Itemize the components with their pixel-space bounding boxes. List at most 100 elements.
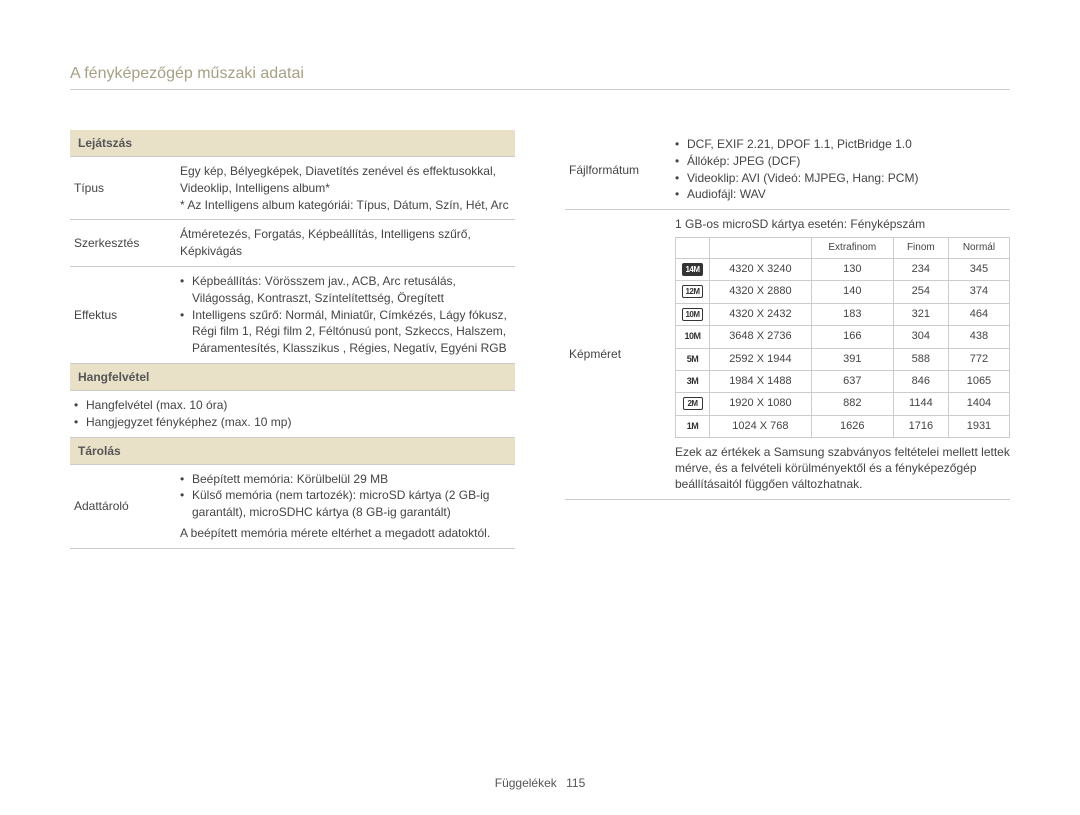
size-table-cell: 4320 X 2880 xyxy=(710,281,812,303)
plain-block: Hangfelvétel (max. 10 óra)Hangjegyzet fé… xyxy=(70,391,515,438)
size-table-cell: 882 xyxy=(811,393,893,415)
spec-row: FájlformátumDCF, EXIF 2.21, DPOF 1.1, Pi… xyxy=(565,130,1010,210)
right-column: FájlformátumDCF, EXIF 2.21, DPOF 1.1, Pi… xyxy=(565,130,1010,549)
size-table-cell: 1M xyxy=(676,415,710,437)
size-table-row: 12M 4320 X 2880140254374 xyxy=(676,281,1010,303)
size-table-cell: 1920 X 1080 xyxy=(710,393,812,415)
size-table-cell: 254 xyxy=(893,281,948,303)
size-table-cell: 10M xyxy=(676,326,710,348)
size-table-row: 2M 1920 X 108088211441404 xyxy=(676,393,1010,415)
page-title: A fényképezőgép műszaki adatai xyxy=(70,65,1010,90)
size-table: ExtrafinomFinomNormál 14M 4320 X 324013023… xyxy=(675,237,1010,438)
bullet-item: Képbeállítás: Vörösszem jav., ACB, Arc r… xyxy=(180,273,515,307)
size-table-row: 3M1984 X 14886378461065 xyxy=(676,370,1010,392)
size-icon: 5M xyxy=(683,354,703,365)
size-table-cell: 166 xyxy=(811,326,893,348)
bullet-item: Hangjegyzet fényképhez (max. 10 mp) xyxy=(74,414,511,431)
size-table-row: 10M 4320 X 2432183321464 xyxy=(676,303,1010,325)
size-table-cell: 2592 X 1944 xyxy=(710,348,812,370)
spec-value: Képbeállítás: Vörösszem jav., ACB, Arc r… xyxy=(180,273,515,357)
bullet-item: Állókép: JPEG (DCF) xyxy=(675,153,1010,170)
section-header: Tárolás xyxy=(70,438,515,465)
size-table-cell: 464 xyxy=(948,303,1009,325)
size-table-cell: 12M xyxy=(676,281,710,303)
size-table-cell: 438 xyxy=(948,326,1009,348)
section-header: Hangfelvétel xyxy=(70,364,515,391)
size-icon: 2M xyxy=(683,397,703,410)
section-header: Lejátszás xyxy=(70,130,515,157)
spec-label: Szerkesztés xyxy=(70,226,180,260)
size-table-row: 1M 1024 X 768162617161931 xyxy=(676,415,1010,437)
spec-row: AdattárolóBeépített memória: Körülbelül … xyxy=(70,465,515,549)
size-table-cell: 321 xyxy=(893,303,948,325)
size-table-cell: 4320 X 3240 xyxy=(710,258,812,280)
size-table-cell: 1984 X 1488 xyxy=(710,370,812,392)
spec-label: Képméret xyxy=(565,216,675,492)
size-table-cell: 140 xyxy=(811,281,893,303)
size-table-row: 5M 2592 X 1944391588772 xyxy=(676,348,1010,370)
spec-row: SzerkesztésÁtméretezés, Forgatás, Képbeá… xyxy=(70,220,515,267)
bullet-item: Beépített memória: Körülbelül 29 MB xyxy=(180,471,515,488)
size-table-cell: 2M xyxy=(676,393,710,415)
size-table-cell: 637 xyxy=(811,370,893,392)
size-icon: 14M xyxy=(682,263,702,276)
footer: Függelékek 115 xyxy=(0,776,1080,790)
size-table-header: Extrafinom xyxy=(811,237,893,258)
size-table-cell: 1931 xyxy=(948,415,1009,437)
size-table-cell: 1024 X 768 xyxy=(710,415,812,437)
spec-value: Egy kép, Bélyegképek, Diavetítés zenével… xyxy=(180,163,515,213)
size-table-header xyxy=(710,237,812,258)
size-table-cell: 10M xyxy=(676,303,710,325)
size-icon: 12M xyxy=(682,285,702,298)
size-table-cell: 4320 X 2432 xyxy=(710,303,812,325)
size-table-cell: 3648 X 2736 xyxy=(710,326,812,348)
size-table-cell: 772 xyxy=(948,348,1009,370)
content-area: LejátszásTípusEgy kép, Bélyegképek, Diav… xyxy=(70,130,1010,549)
bullet-item: Külső memória (nem tartozék): microSD ká… xyxy=(180,487,515,521)
size-table-cell: 1626 xyxy=(811,415,893,437)
spec-row: EffektusKépbeállítás: Vörösszem jav., AC… xyxy=(70,267,515,364)
spec-value: 1 GB-os microSD kártya esetén: Fényképsz… xyxy=(675,216,1010,492)
footer-page-number: 115 xyxy=(566,776,585,790)
spec-label: Effektus xyxy=(70,273,180,357)
spec-label: Fájlformátum xyxy=(565,136,675,203)
size-table-cell: 846 xyxy=(893,370,948,392)
size-table-header xyxy=(676,237,710,258)
size-table-cell: 1404 xyxy=(948,393,1009,415)
size-table-row: 14M 4320 X 3240130234345 xyxy=(676,258,1010,280)
size-table-cell: 130 xyxy=(811,258,893,280)
size-table-header: Normál xyxy=(948,237,1009,258)
size-table-header: Finom xyxy=(893,237,948,258)
size-table-cell: 391 xyxy=(811,348,893,370)
size-table-cell: 14M xyxy=(676,258,710,280)
footer-label: Függelékek xyxy=(495,776,557,790)
size-table-cell: 345 xyxy=(948,258,1009,280)
spec-label: Típus xyxy=(70,163,180,213)
size-table-row: 10M 3648 X 2736166304438 xyxy=(676,326,1010,348)
size-table-cell: 588 xyxy=(893,348,948,370)
spec-value: Beépített memória: Körülbelül 29 MBKülső… xyxy=(180,471,515,542)
spec-value: Átméretezés, Forgatás, Képbeállítás, Int… xyxy=(180,226,515,260)
size-icon: 10M xyxy=(682,308,702,321)
size-table-cell: 183 xyxy=(811,303,893,325)
size-table-cell: 234 xyxy=(893,258,948,280)
bullet-item: DCF, EXIF 2.21, DPOF 1.1, PictBridge 1.0 xyxy=(675,136,1010,153)
size-table-cell: 374 xyxy=(948,281,1009,303)
spec-row: Képméret1 GB-os microSD kártya esetén: F… xyxy=(565,210,1010,499)
spec-row: TípusEgy kép, Bélyegképek, Diavetítés ze… xyxy=(70,157,515,220)
size-icon: 1M xyxy=(683,421,703,432)
bullet-item: Hangfelvétel (max. 10 óra) xyxy=(74,397,511,414)
bullet-item: Videoklip: AVI (Videó: MJPEG, Hang: PCM) xyxy=(675,170,1010,187)
size-table-cell: 1144 xyxy=(893,393,948,415)
size-table-cell: 304 xyxy=(893,326,948,348)
size-table-cell: 3M xyxy=(676,370,710,392)
size-icon: 10M xyxy=(682,331,702,342)
size-table-cell: 5M xyxy=(676,348,710,370)
left-column: LejátszásTípusEgy kép, Bélyegképek, Diav… xyxy=(70,130,515,549)
size-table-cell: 1716 xyxy=(893,415,948,437)
size-icon: 3M xyxy=(683,376,703,387)
spec-value: DCF, EXIF 2.21, DPOF 1.1, PictBridge 1.0… xyxy=(675,136,1010,203)
bullet-item: Intelligens szűrő: Normál, Miniatűr, Cím… xyxy=(180,307,515,357)
spec-label: Adattároló xyxy=(70,471,180,542)
bullet-item: Audiofájl: WAV xyxy=(675,186,1010,203)
